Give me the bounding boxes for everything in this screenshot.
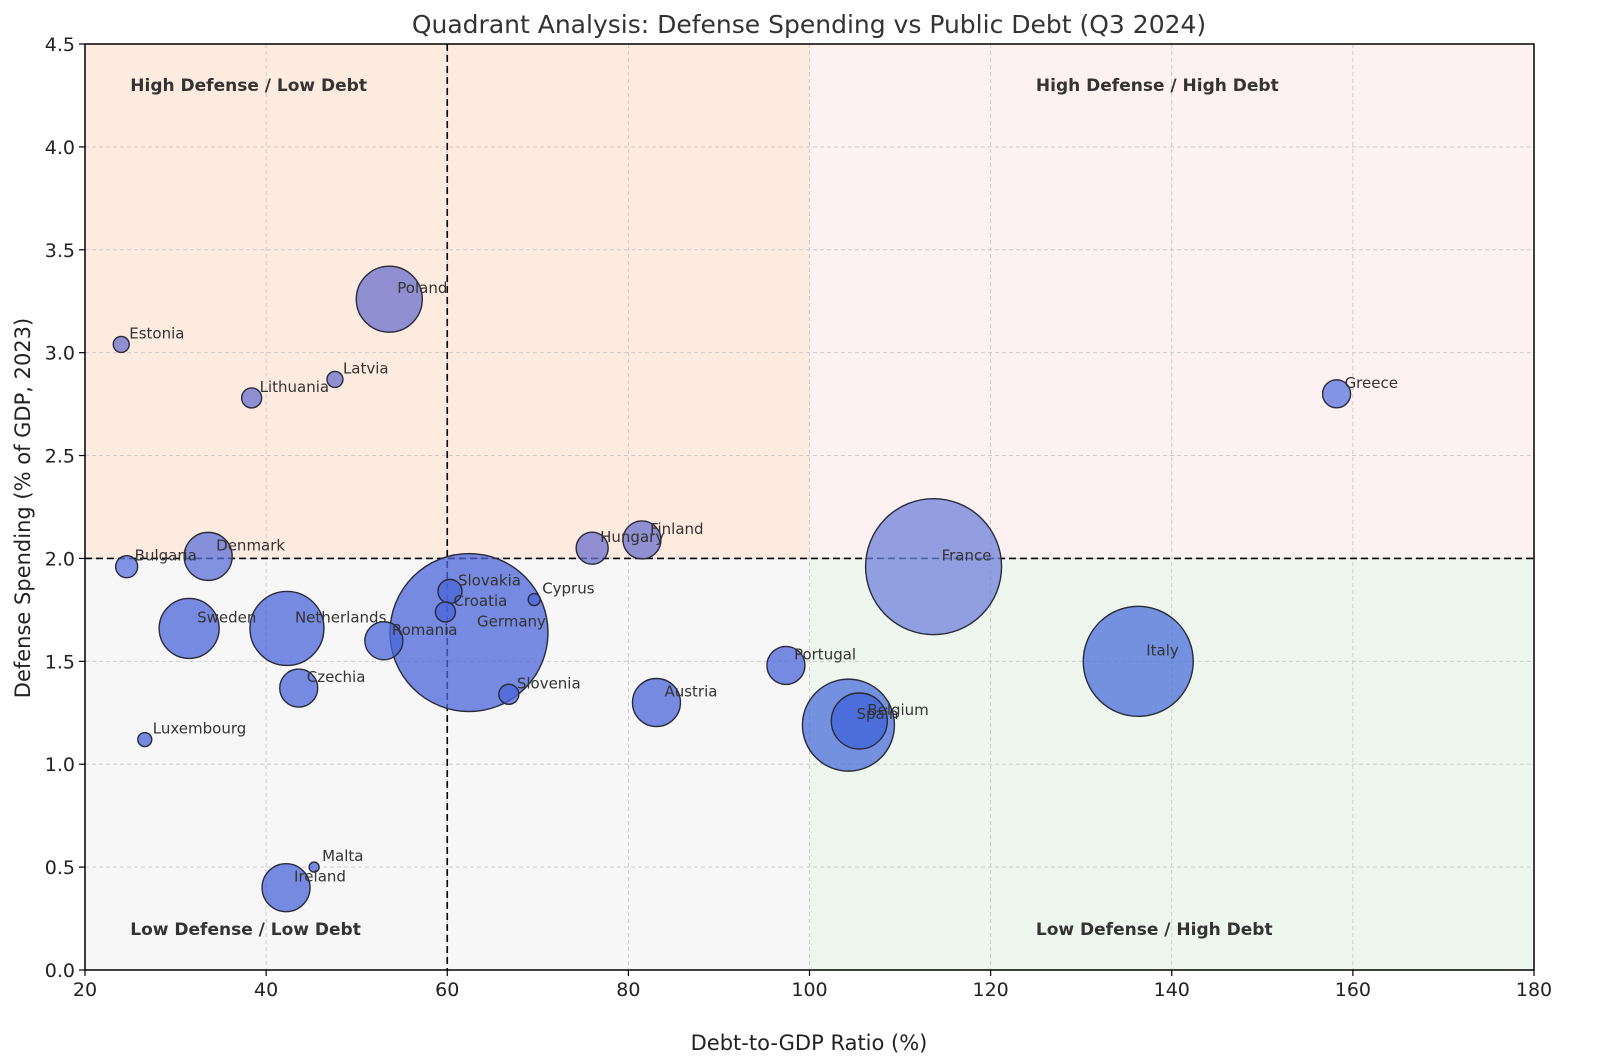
x-tick-label-5: 120 (972, 979, 1008, 1001)
point-label-romania: Romania (392, 621, 458, 639)
x-tick-label-2: 60 (435, 979, 459, 1001)
point-bulgaria (114, 554, 139, 579)
quadrant-label-3: Low Defense / High Debt (1036, 920, 1273, 940)
point-label-denmark: Denmark (216, 536, 285, 554)
y-tick-label-9: 4.5 (45, 34, 75, 56)
point-belgium (830, 692, 889, 750)
point-label-bulgaria: Bulgaria (135, 547, 197, 565)
y-tick-label-4: 2.0 (45, 548, 75, 570)
point-romania (364, 621, 404, 661)
point-italy (1082, 605, 1194, 718)
point-label-italy: Italy (1146, 641, 1179, 659)
point-label-czechia: Czechia (307, 668, 366, 686)
point-label-croatia: Croatia (453, 592, 507, 610)
point-croatia (434, 601, 457, 623)
point-label-luxembourg: Luxembourg (153, 720, 247, 738)
point-label-ireland: Ireland (294, 868, 346, 886)
point-label-slovakia: Slovakia (458, 571, 521, 589)
point-slovenia (498, 683, 520, 705)
point-label-cyprus: Cyprus (542, 580, 595, 598)
point-label-lithuania: Lithuania (260, 378, 329, 396)
x-tick-label-1: 40 (254, 979, 278, 1001)
point-label-hungary: Hungary (600, 528, 664, 546)
x-tick-label-4: 100 (791, 979, 827, 1001)
y-tick-label-1: 0.5 (45, 857, 75, 879)
point-label-france: France (942, 547, 992, 565)
point-hungary (575, 531, 609, 565)
point-label-netherlands: Netherlands (295, 608, 387, 626)
point-france (864, 497, 1003, 636)
point-label-portugal: Portugal (794, 645, 856, 663)
quadrant-labels: High Defense / Low Debt High Defense / Hi… (130, 76, 1278, 940)
point-netherlands (249, 590, 325, 667)
point-czechia (279, 668, 319, 708)
quadrant-label-2: Low Defense / Low Debt (130, 920, 361, 940)
point-ireland (261, 862, 311, 913)
point-malta (308, 861, 320, 873)
point-estonia (112, 335, 130, 354)
x-tick-label-6: 140 (1154, 979, 1190, 1001)
point-finland (622, 520, 662, 560)
point-label-slovenia: Slovenia (517, 674, 581, 692)
point-label-finland: Finland (650, 520, 704, 538)
point-label-austria: Austria (664, 682, 717, 700)
y-tick-label-7: 3.5 (45, 240, 75, 262)
y-tick-label-8: 4.0 (45, 137, 75, 159)
point-austria (631, 677, 682, 728)
point-portugal (766, 645, 806, 686)
y-tick-label-3: 1.5 (45, 651, 75, 673)
y-axis-label: Defense Spending (% of GDP, 2023) (11, 318, 35, 698)
x-tick-label-3: 80 (616, 979, 640, 1001)
point-denmark (183, 531, 233, 582)
point-cyprus (527, 592, 541, 607)
quadrant-label-1: High Defense / High Debt (1036, 76, 1279, 96)
point-luxembourg (137, 731, 153, 748)
point-label-poland: Poland (397, 279, 447, 297)
data-point-labels: Estonia Lithuania Latvia Poland Greece Bulgar… (129, 279, 1398, 886)
y-tick-label-6: 3.0 (45, 343, 75, 365)
point-label-belgium: Belgium (867, 701, 929, 719)
x-tick-label-7: 160 (1335, 979, 1371, 1001)
point-greece (1321, 379, 1352, 409)
point-latvia (326, 370, 344, 389)
x-tick-label-0: 20 (73, 979, 97, 1001)
point-label-latvia: Latvia (343, 359, 389, 377)
y-tick-label-0: 0.0 (45, 960, 75, 982)
x-axis-label: Debt-to-GDP Ratio (%) (691, 1031, 928, 1055)
point-label-greece: Greece (1345, 374, 1398, 392)
point-label-germany: Germany (477, 613, 546, 631)
point-sweden (158, 597, 220, 660)
x-axis-ticks: 20 40 60 80 100 120 140 160 180 (73, 970, 1552, 1001)
data-points (112, 265, 1352, 913)
chart-title: Quadrant Analysis: Defense Spending vs P… (412, 10, 1206, 39)
point-label-malta: Malta (322, 847, 363, 865)
y-tick-label-2: 1.0 (45, 754, 75, 776)
threshold-lines (85, 44, 1534, 970)
point-label-estonia: Estonia (129, 324, 184, 342)
quadrant-label-0: High Defense / Low Debt (130, 76, 367, 96)
point-label-spain: Spain (856, 705, 898, 723)
point-lithuania (240, 387, 263, 409)
x-tick-label-8: 180 (1516, 979, 1552, 1001)
point-poland (355, 265, 423, 333)
y-tick-label-5: 2.5 (45, 446, 75, 468)
y-axis-ticks: 0.0 0.5 1.0 1.5 2.0 2.5 3.0 3.5 4.0 4.5 (45, 34, 85, 982)
point-label-sweden: Sweden (197, 608, 256, 626)
